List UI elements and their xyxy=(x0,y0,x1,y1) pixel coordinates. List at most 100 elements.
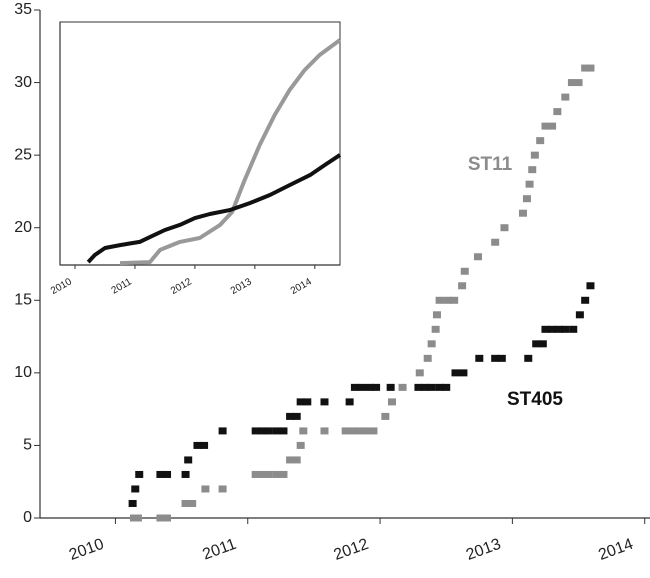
marker xyxy=(184,456,193,464)
marker xyxy=(345,398,354,406)
marker xyxy=(581,296,590,304)
marker xyxy=(181,499,190,507)
marker xyxy=(131,485,140,493)
y-tick-label: 20 xyxy=(14,219,32,236)
marker xyxy=(128,499,137,507)
marker xyxy=(292,456,301,464)
marker xyxy=(569,325,578,333)
marker xyxy=(518,209,527,217)
y-tick-label: 25 xyxy=(14,146,32,163)
marker xyxy=(279,427,288,435)
marker xyxy=(586,282,595,290)
marker xyxy=(272,470,281,478)
marker xyxy=(491,354,500,362)
marker xyxy=(574,79,583,87)
x-tick-label: 2013 xyxy=(229,276,254,297)
marker xyxy=(372,383,381,391)
marker xyxy=(554,325,563,333)
marker xyxy=(443,296,452,304)
marker xyxy=(296,398,305,406)
marker xyxy=(354,427,363,435)
marker xyxy=(369,427,378,435)
marker xyxy=(320,427,329,435)
inset-frame xyxy=(59,21,341,266)
marker xyxy=(357,383,366,391)
marker xyxy=(458,282,467,290)
x-tick-label: 2014 xyxy=(289,276,314,297)
marker xyxy=(163,514,172,522)
marker xyxy=(296,441,305,449)
x-tick-label: 2014 xyxy=(596,536,635,564)
marker xyxy=(427,340,436,348)
marker xyxy=(181,470,190,478)
marker xyxy=(348,427,357,435)
marker xyxy=(575,311,584,319)
marker xyxy=(586,64,595,72)
marker xyxy=(156,514,165,522)
y-tick-label: 30 xyxy=(14,74,32,91)
series-label: ST405 xyxy=(507,389,563,410)
y-tick-label: 0 xyxy=(23,509,32,526)
y-tick-label: 15 xyxy=(14,292,32,309)
marker xyxy=(536,137,545,145)
marker xyxy=(201,485,210,493)
marker xyxy=(320,398,329,406)
marker xyxy=(553,108,562,116)
marker xyxy=(497,354,506,362)
marker xyxy=(341,427,350,435)
marker xyxy=(475,354,484,362)
marker xyxy=(258,427,267,435)
marker xyxy=(264,427,273,435)
x-tick-label: 2011 xyxy=(200,536,238,564)
marker xyxy=(156,470,165,478)
marker xyxy=(548,325,557,333)
x-tick-label: 2013 xyxy=(464,536,503,564)
marker xyxy=(381,412,390,420)
marker xyxy=(435,296,444,304)
x-tick-label: 2010 xyxy=(67,536,106,564)
marker xyxy=(251,427,260,435)
marker xyxy=(581,64,590,72)
marker xyxy=(532,340,541,348)
marker xyxy=(200,441,209,449)
y-tick-label: 10 xyxy=(14,364,32,381)
marker xyxy=(427,383,436,391)
marker xyxy=(292,412,301,420)
marker xyxy=(218,485,227,493)
marker xyxy=(451,369,460,377)
marker xyxy=(421,383,430,391)
marker xyxy=(528,166,537,174)
marker xyxy=(431,325,440,333)
y-tick-label: 35 xyxy=(14,1,32,18)
marker xyxy=(432,311,441,319)
marker xyxy=(561,93,570,101)
marker xyxy=(279,470,288,478)
marker xyxy=(350,383,359,391)
x-tick-label: 2011 xyxy=(110,276,135,296)
marker xyxy=(541,122,550,130)
marker xyxy=(218,427,227,435)
marker xyxy=(435,383,444,391)
marker xyxy=(163,470,172,478)
marker xyxy=(188,499,197,507)
x-tick-label: 2010 xyxy=(49,276,74,297)
marker xyxy=(450,296,459,304)
line xyxy=(86,153,342,264)
marker xyxy=(525,180,534,188)
marker xyxy=(500,224,509,232)
y-tick-label: 5 xyxy=(23,437,32,454)
marker xyxy=(567,79,576,87)
marker xyxy=(415,369,424,377)
marker xyxy=(459,369,468,377)
x-tick-label: 2012 xyxy=(332,536,371,564)
line xyxy=(119,38,342,266)
marker xyxy=(135,470,144,478)
marker xyxy=(361,427,370,435)
marker xyxy=(491,238,500,246)
marker xyxy=(460,267,469,275)
marker xyxy=(251,470,260,478)
marker xyxy=(299,427,308,435)
marker xyxy=(193,441,202,449)
